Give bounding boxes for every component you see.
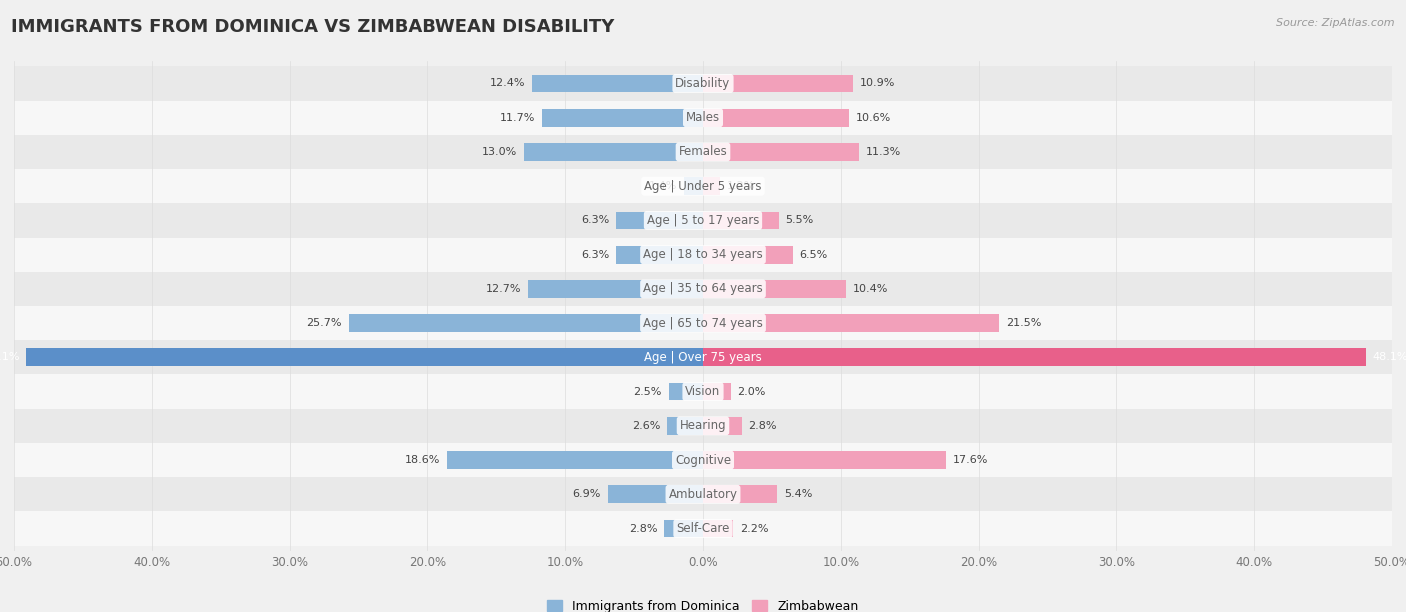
Bar: [616, 246, 703, 264]
Bar: [703, 451, 945, 469]
Text: Vision: Vision: [685, 385, 721, 398]
Bar: [668, 417, 703, 435]
Bar: [14, 66, 1392, 100]
Text: 10.6%: 10.6%: [856, 113, 891, 122]
Text: 12.4%: 12.4%: [489, 78, 526, 89]
Text: Ambulatory: Ambulatory: [668, 488, 738, 501]
Text: Hearing: Hearing: [679, 419, 727, 432]
Text: 11.3%: 11.3%: [866, 147, 901, 157]
Text: 2.6%: 2.6%: [631, 421, 661, 431]
Bar: [703, 520, 734, 537]
Text: 18.6%: 18.6%: [405, 455, 440, 465]
Text: Self-Care: Self-Care: [676, 522, 730, 535]
Bar: [14, 100, 1392, 135]
Bar: [703, 143, 859, 161]
Text: 6.3%: 6.3%: [581, 250, 609, 259]
Text: 5.5%: 5.5%: [786, 215, 814, 225]
Text: Age | Over 75 years: Age | Over 75 years: [644, 351, 762, 364]
Text: 25.7%: 25.7%: [307, 318, 342, 328]
Text: 48.1%: 48.1%: [1372, 353, 1406, 362]
Text: Source: ZipAtlas.com: Source: ZipAtlas.com: [1277, 18, 1395, 28]
Bar: [665, 520, 703, 537]
Bar: [14, 237, 1392, 272]
Bar: [27, 348, 703, 366]
Bar: [683, 177, 703, 195]
Bar: [14, 340, 1392, 375]
Text: Disability: Disability: [675, 77, 731, 90]
Text: 2.8%: 2.8%: [628, 523, 658, 534]
Text: Age | 18 to 34 years: Age | 18 to 34 years: [643, 248, 763, 261]
Text: 5.4%: 5.4%: [785, 490, 813, 499]
Bar: [616, 212, 703, 230]
Bar: [14, 272, 1392, 306]
Bar: [14, 135, 1392, 169]
Bar: [14, 306, 1392, 340]
Text: 1.2%: 1.2%: [727, 181, 755, 191]
Text: Age | 5 to 17 years: Age | 5 to 17 years: [647, 214, 759, 227]
Bar: [349, 314, 703, 332]
Bar: [14, 203, 1392, 237]
Text: 11.7%: 11.7%: [499, 113, 534, 122]
Text: 10.9%: 10.9%: [860, 78, 896, 89]
Bar: [14, 409, 1392, 443]
Text: 6.3%: 6.3%: [581, 215, 609, 225]
Bar: [703, 246, 793, 264]
Text: Age | 35 to 64 years: Age | 35 to 64 years: [643, 282, 763, 296]
Bar: [529, 280, 703, 298]
Legend: Immigrants from Dominica, Zimbabwean: Immigrants from Dominica, Zimbabwean: [543, 595, 863, 612]
Text: 13.0%: 13.0%: [482, 147, 517, 157]
Text: Age | 65 to 74 years: Age | 65 to 74 years: [643, 316, 763, 330]
Bar: [14, 477, 1392, 512]
Text: 2.8%: 2.8%: [748, 421, 778, 431]
Bar: [669, 382, 703, 400]
Text: IMMIGRANTS FROM DOMINICA VS ZIMBABWEAN DISABILITY: IMMIGRANTS FROM DOMINICA VS ZIMBABWEAN D…: [11, 18, 614, 36]
Text: Cognitive: Cognitive: [675, 453, 731, 466]
Bar: [447, 451, 703, 469]
Bar: [703, 109, 849, 127]
Text: 17.6%: 17.6%: [952, 455, 988, 465]
Bar: [14, 375, 1392, 409]
Bar: [703, 382, 731, 400]
Text: 2.2%: 2.2%: [740, 523, 769, 534]
Bar: [703, 485, 778, 503]
Bar: [531, 75, 703, 92]
Bar: [703, 280, 846, 298]
Text: Females: Females: [679, 146, 727, 159]
Text: Males: Males: [686, 111, 720, 124]
Text: 10.4%: 10.4%: [853, 284, 889, 294]
Text: 12.7%: 12.7%: [485, 284, 522, 294]
Bar: [703, 177, 720, 195]
Bar: [703, 348, 1365, 366]
Bar: [14, 169, 1392, 203]
Bar: [14, 512, 1392, 546]
Bar: [14, 443, 1392, 477]
Bar: [607, 485, 703, 503]
Bar: [703, 212, 779, 230]
Bar: [524, 143, 703, 161]
Text: 21.5%: 21.5%: [1007, 318, 1042, 328]
Text: 2.0%: 2.0%: [738, 387, 766, 397]
Text: 2.5%: 2.5%: [633, 387, 662, 397]
Text: 1.4%: 1.4%: [648, 181, 676, 191]
Bar: [703, 314, 1000, 332]
Bar: [541, 109, 703, 127]
Text: 6.5%: 6.5%: [800, 250, 828, 259]
Text: Age | Under 5 years: Age | Under 5 years: [644, 180, 762, 193]
Bar: [703, 75, 853, 92]
Text: 6.9%: 6.9%: [572, 490, 600, 499]
Text: 49.1%: 49.1%: [0, 353, 20, 362]
Bar: [703, 417, 741, 435]
